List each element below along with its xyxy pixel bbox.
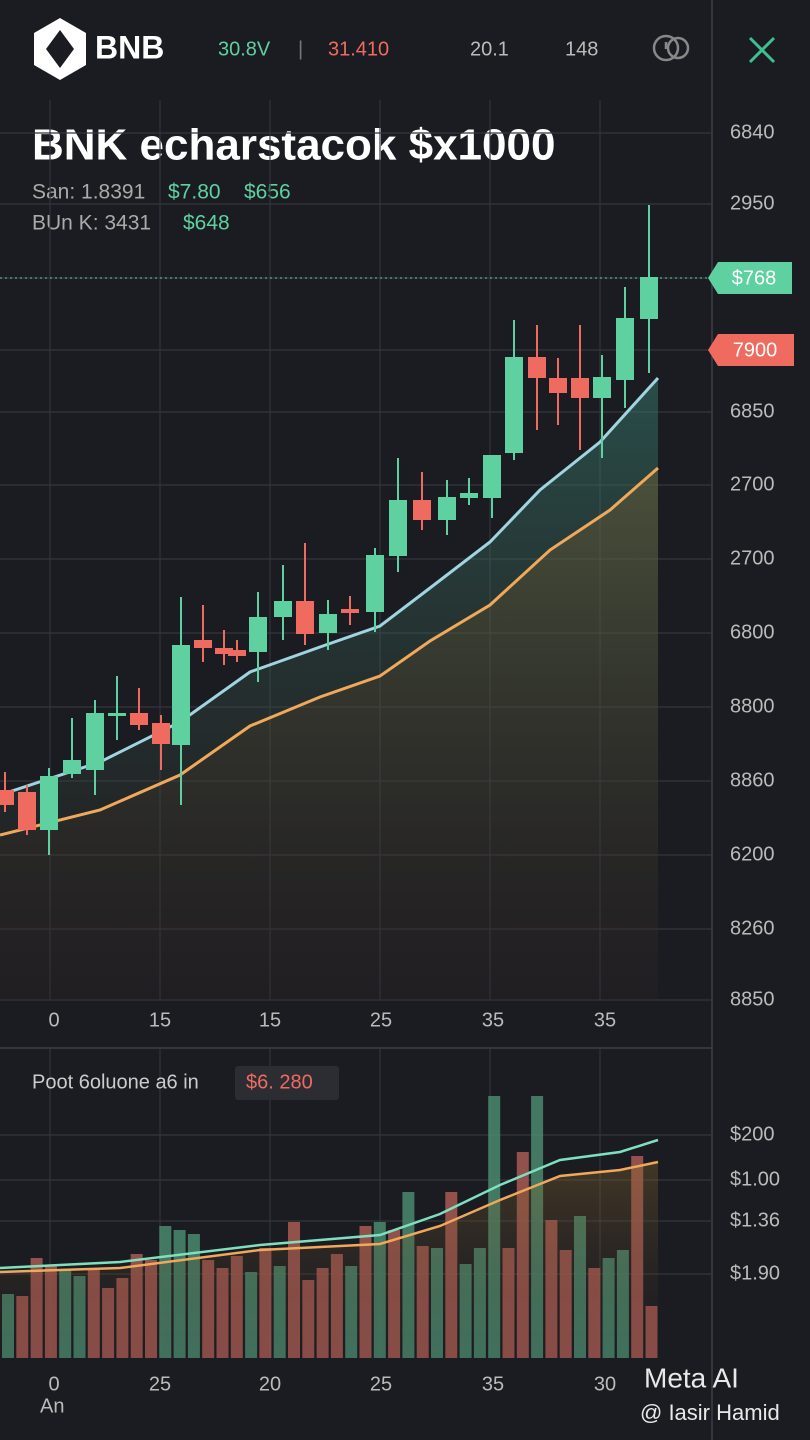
volume-ma — [0, 1138, 659, 1270]
candle-body — [593, 377, 611, 398]
volume-label: Poot 6oluone a6 in — [32, 1071, 199, 1093]
candle-body — [438, 497, 456, 520]
volume-axis-label: $1.90 — [730, 1262, 780, 1284]
candle-body — [130, 713, 148, 725]
time-axis-label: 25 — [370, 1373, 392, 1395]
stat: 31.410 — [328, 38, 389, 60]
candle-body — [63, 760, 81, 774]
candle-body — [389, 500, 407, 556]
time-axis-label: 35 — [482, 1009, 504, 1031]
watermark: Meta AI — [644, 1362, 739, 1393]
plot — [0, 205, 660, 1358]
logo — [34, 18, 86, 80]
candle-body — [341, 609, 359, 613]
time-axis-label: 0 — [48, 1373, 59, 1395]
stat: 148 — [565, 38, 598, 60]
candle-body — [194, 640, 212, 648]
close-button[interactable] — [748, 36, 776, 64]
candle-body — [366, 555, 384, 612]
badge-bg — [235, 1066, 339, 1100]
volume-axis-label: $1.00 — [730, 1168, 780, 1190]
price-axis-label: 8860 — [730, 769, 775, 791]
candle-body — [640, 277, 658, 319]
candle-body — [108, 713, 126, 716]
info: $648 — [183, 212, 230, 235]
candle-body — [274, 601, 292, 617]
badge: $6. 280 — [246, 1071, 313, 1093]
alert-icon[interactable] — [652, 34, 690, 62]
footer: An — [40, 1395, 64, 1417]
price-axis-label: 8850 — [730, 988, 775, 1010]
price-axis-label: 8260 — [730, 917, 775, 939]
candle-body — [616, 318, 634, 380]
candle-body — [172, 645, 190, 745]
price-axis-label: 2950 — [730, 192, 775, 214]
info: BUn K: 3431 — [32, 212, 151, 235]
candle-body — [413, 500, 431, 520]
time-axis-label: 25 — [149, 1373, 171, 1395]
candle-body — [528, 357, 546, 378]
price-axis-label: 6840 — [730, 121, 775, 143]
candle-body — [549, 378, 567, 393]
volume-area — [0, 1162, 658, 1358]
price-tag-current: $768 — [708, 262, 792, 294]
candle-body — [86, 713, 104, 770]
price-tag: 7900 — [733, 339, 778, 361]
watermark: @ Iasir Hamid — [640, 1400, 780, 1425]
price-tag-secondary: 7900 — [708, 334, 794, 366]
volume-ma — [0, 1160, 659, 1274]
brand: BNB — [95, 29, 164, 65]
info: $656 — [244, 181, 291, 204]
price-tag: $768 — [732, 267, 777, 289]
title: BNK echarstacok $x1000 — [32, 121, 555, 170]
candle-body — [483, 455, 501, 498]
info: $7.80 — [168, 181, 221, 204]
ma-line — [0, 466, 659, 837]
price-axis-label: 6800 — [730, 621, 775, 643]
volume-axis-label: $200 — [730, 1123, 775, 1145]
time-axis-label: 35 — [482, 1373, 504, 1395]
time-axis-label: 30 — [594, 1373, 616, 1395]
stat: 30.8V — [218, 38, 271, 60]
area-fill — [0, 468, 658, 1000]
candle-body — [296, 601, 314, 634]
candle-body — [571, 378, 589, 398]
candle-body — [319, 614, 337, 633]
price-axis-label: 2700 — [730, 547, 775, 569]
time-axis-label: 35 — [594, 1009, 616, 1031]
time-axis-label: 15 — [149, 1009, 171, 1031]
candle-body — [249, 617, 267, 652]
candle-body — [18, 792, 36, 830]
labels: 6840 2950 6850 2700 2700 6800 8800 8860 6200 8260… — [48, 121, 780, 1395]
stat: 20.1 — [470, 38, 509, 60]
candle-body — [40, 776, 58, 830]
volume-axis-label: $1.36 — [730, 1209, 780, 1231]
info: San: 1.8391 — [32, 181, 145, 204]
candle-body — [0, 790, 14, 805]
price-axis-label: 6200 — [730, 843, 775, 865]
candle-body — [460, 493, 478, 498]
price-axis-label: 2700 — [730, 473, 775, 495]
time-axis-label: 20 — [259, 1373, 281, 1395]
divider: | — [298, 38, 303, 60]
price-axis-label: 6850 — [730, 400, 775, 422]
time-axis-label: 25 — [370, 1009, 392, 1031]
candle-body — [215, 648, 233, 654]
candle-body — [505, 357, 523, 453]
candle-body — [228, 650, 246, 656]
candle-body — [152, 723, 170, 744]
time-axis-label: 15 — [259, 1009, 281, 1031]
price-axis-label: 8800 — [730, 695, 775, 717]
time-axis-label: 0 — [48, 1009, 59, 1031]
